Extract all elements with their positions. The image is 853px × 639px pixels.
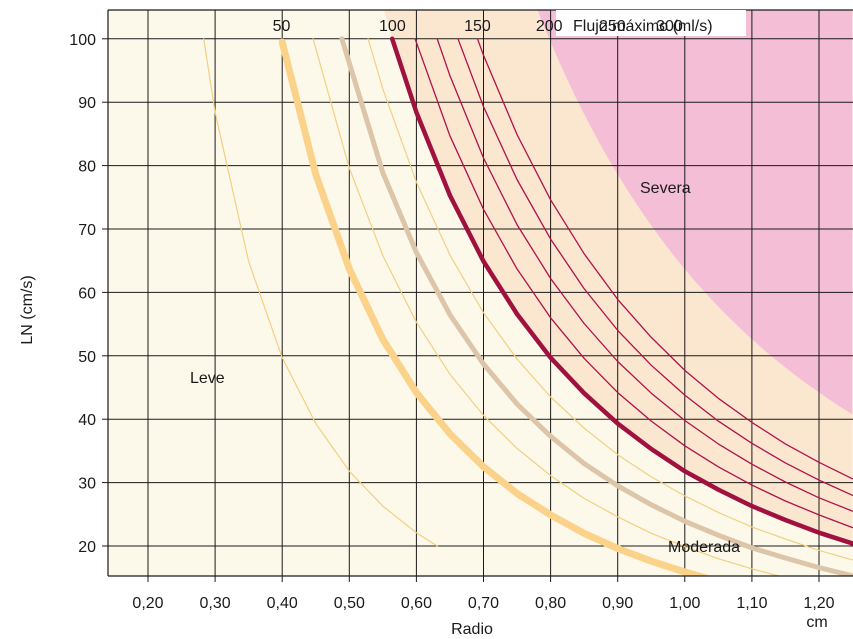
flow-axis-title: Flujo máximo (ml/s)	[573, 18, 713, 35]
flow-label-100: 100	[379, 18, 406, 35]
series-line-flow-100	[278, 38, 712, 576]
y-tick-label-7: 90	[78, 95, 96, 112]
region-moderate-fill	[384, 10, 853, 566]
x-tick-label-3: 0,50	[334, 595, 365, 612]
y-tick-label-8: 100	[69, 32, 96, 49]
region-severe-fill	[537, 10, 853, 415]
y-tick-label-4: 60	[78, 285, 96, 302]
series-line-flow-225	[414, 38, 853, 529]
flow-label-200: 200	[536, 18, 563, 35]
flow-label-150: 150	[464, 18, 491, 35]
x-axis-unit: cm	[806, 614, 827, 631]
series-line-flow-275	[457, 38, 853, 496]
x-tick-label-9: 1,10	[736, 595, 767, 612]
y-tick-label-3: 50	[78, 349, 96, 366]
x-tick-label-4: 0,60	[401, 595, 432, 612]
series-line-flow-125	[312, 38, 782, 576]
y-tick-label-1: 30	[78, 476, 96, 493]
region-label-mild: Leve	[190, 370, 225, 387]
flow-label-50: 50	[273, 18, 291, 35]
x-tick-label-8: 1,00	[669, 595, 700, 612]
flow-label-250: 250	[599, 18, 626, 35]
y-tick-label-2: 40	[78, 412, 96, 429]
flow-axis-title-background	[556, 10, 746, 36]
region-label-moderate: Moderada	[668, 539, 740, 556]
x-axis-title: Radio	[451, 621, 493, 638]
y-tick-label-0: 20	[78, 539, 96, 556]
x-tick-label-5: 0,70	[468, 595, 499, 612]
flow-label-300: 300	[656, 18, 683, 35]
series-line-flow-175	[367, 38, 853, 561]
y-tick-label-5: 70	[78, 222, 96, 239]
x-tick-label-2: 0,40	[267, 595, 298, 612]
x-tick-label-7: 0,90	[602, 595, 633, 612]
series-line-flow-300	[476, 38, 853, 480]
y-axis-title: LN (cm/s)	[19, 275, 36, 344]
x-tick-label-10: 1,20	[803, 595, 834, 612]
x-tick-label-6: 0,80	[535, 595, 566, 612]
x-tick-label-0: 0,20	[132, 595, 163, 612]
region-label-severe: Severa	[640, 180, 691, 197]
flow-axis-title-group: Flujo máximo (ml/s)	[556, 10, 746, 36]
series-line-flow-25	[203, 38, 438, 547]
y-tick-label-6: 80	[78, 159, 96, 176]
series-line-flow-200	[389, 36, 853, 546]
x-tick-label-1: 0,30	[200, 595, 231, 612]
series-line-flow-250	[436, 38, 853, 512]
series-line-flow-150	[339, 36, 853, 576]
